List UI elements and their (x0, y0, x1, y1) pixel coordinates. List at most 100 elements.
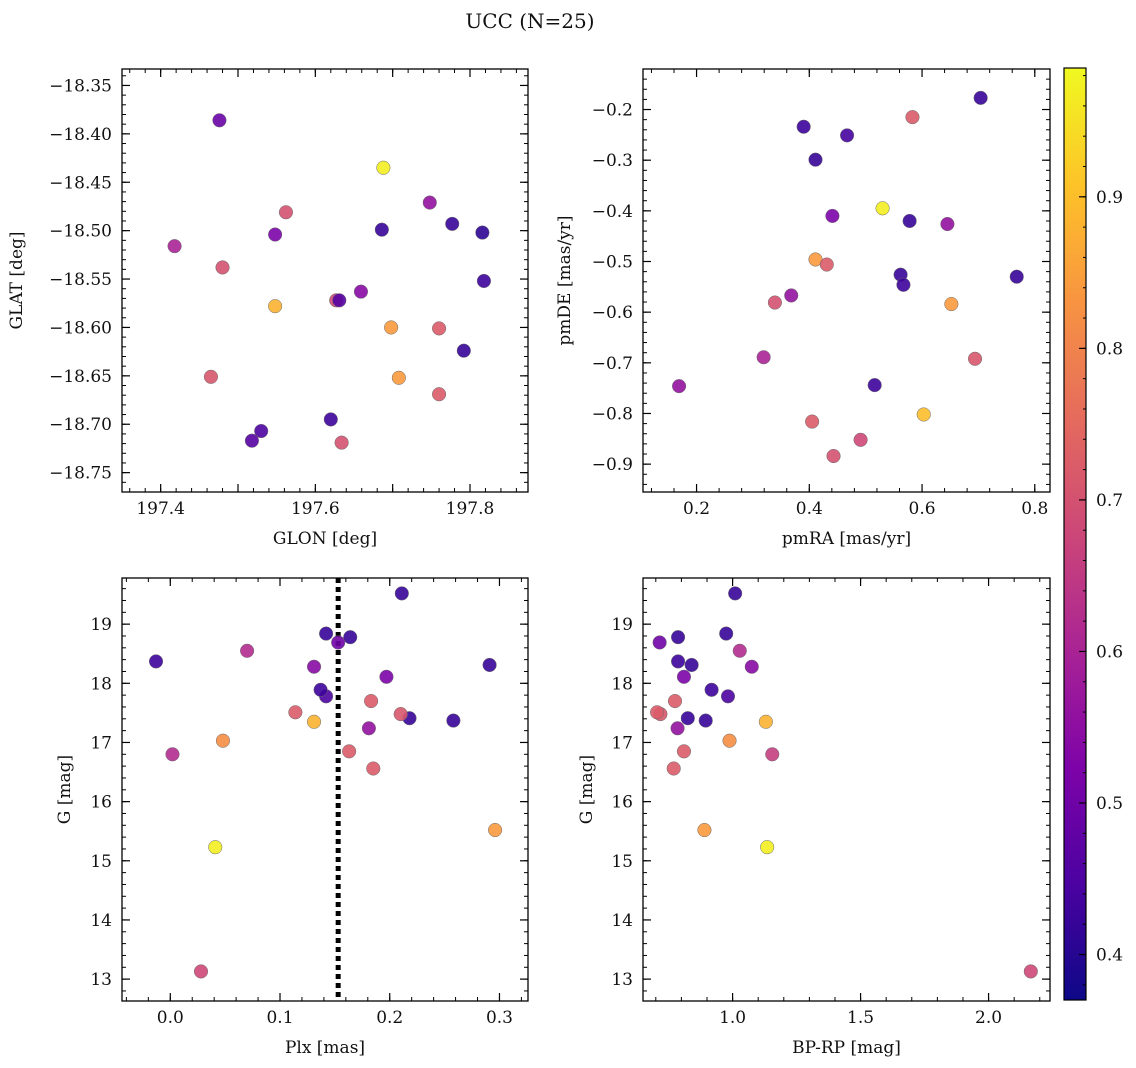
data-point (203, 369, 218, 384)
colorbar-tick-label: 0.9 (1096, 188, 1123, 208)
data-point (760, 840, 775, 855)
data-point (684, 657, 699, 673)
x-tick-label: 1.0 (719, 1008, 746, 1028)
data-point (670, 721, 685, 736)
x-tick-label: 0.4 (796, 499, 823, 519)
data-point (313, 682, 328, 697)
axes-frame (121, 577, 529, 1002)
scatter-panel-1: 197.4 197.6 197.8 −18.35 −18.40 −18.45 −18.50 −… (7, 68, 529, 549)
data-point (208, 840, 223, 855)
x-tick-label: 1.5 (847, 1008, 874, 1028)
data-point (940, 216, 955, 232)
data-point (805, 414, 820, 429)
data-point (288, 705, 303, 720)
data-point (432, 321, 447, 336)
y-tick-label: −0.5 (592, 253, 633, 273)
x-tick-label: 0.0 (157, 1008, 184, 1028)
data-point (650, 705, 665, 720)
y-tick-label: −18.60 (49, 318, 112, 338)
y-tick-label: −0.6 (592, 303, 633, 323)
data-point (374, 222, 389, 237)
data-point (826, 448, 841, 464)
colorbar-tick-label: 0.8 (1096, 339, 1123, 359)
data-point (719, 626, 734, 641)
data-point (342, 744, 357, 759)
data-point (902, 213, 917, 229)
y-tick-label: −18.70 (49, 415, 112, 435)
data-point (456, 343, 471, 358)
data-point (698, 713, 713, 728)
data-point (875, 201, 890, 216)
y-tick-label: 16 (90, 793, 112, 813)
data-point (697, 822, 712, 838)
data-point (331, 635, 346, 650)
x-tick-label: 2.0 (975, 1008, 1002, 1028)
y-axis-label: G [mag] (577, 755, 597, 824)
scatter-panel-2: 0.2 0.4 0.6 0.8 −0.2 −0.3 −0.4 −0.5 −0.6 −0.7 −0.8… (555, 68, 1051, 549)
data-point (193, 964, 209, 979)
y-tick-label: 13 (90, 970, 112, 990)
data-point (767, 295, 782, 310)
panels: 197.4 197.6 197.8 −18.35 −18.40 −18.45 −18.50 −… (7, 68, 1051, 1058)
data-point (446, 713, 461, 728)
x-tick-label: 197.4 (136, 499, 185, 519)
x-axis-label: Plx [mas] (285, 1038, 365, 1058)
x-axis-label: GLON [deg] (273, 529, 377, 549)
data-point (445, 216, 460, 231)
data-point (475, 225, 490, 240)
data-point (376, 160, 391, 175)
data-point (278, 205, 293, 220)
data-point (215, 260, 230, 275)
data-point (728, 586, 743, 601)
x-tick-label: 0.2 (376, 1008, 403, 1028)
y-tick-label: −0.3 (592, 151, 633, 171)
y-tick-label: −0.9 (592, 455, 633, 475)
data-point (853, 432, 868, 447)
y-axis-label: GLAT [deg] (7, 231, 27, 329)
data-point (722, 733, 737, 748)
x-tick-label: 0.1 (266, 1008, 293, 1028)
y-tick-label: 19 (611, 615, 633, 635)
x-tick-label: 0.2 (683, 499, 710, 519)
data-point (652, 635, 667, 650)
data-point (244, 433, 259, 448)
data-point (306, 659, 322, 674)
data-point (334, 435, 349, 450)
colorbar: 0.4 0.5 0.6 0.7 0.8 0.9 (1063, 67, 1123, 1001)
data-point (825, 208, 840, 223)
axes-frame (642, 577, 1051, 1002)
data-point (732, 643, 747, 658)
y-tick-label: 18 (611, 674, 633, 694)
y-tick-label: −0.7 (592, 354, 633, 374)
figure-title: UCC (N=25) (465, 9, 594, 33)
data-point (676, 669, 692, 684)
data-point (667, 694, 683, 709)
data-point (671, 630, 686, 645)
scatter-panel-4: 1.0 1.5 2.0 13 14 15 16 17 18 19 BP-RP [mag] G [mag… (577, 577, 1051, 1058)
data-point (353, 284, 369, 299)
data-point (148, 654, 164, 669)
data-point (394, 586, 409, 601)
data-point (819, 257, 834, 272)
data-point (432, 387, 447, 402)
y-tick-label: 14 (90, 911, 112, 931)
colorbar-tick-label: 0.4 (1096, 946, 1123, 966)
data-point (765, 747, 780, 762)
y-tick-label: −18.65 (49, 367, 112, 387)
data-point (268, 227, 283, 242)
x-tick-label: 197.8 (446, 499, 495, 519)
data-point (165, 747, 180, 762)
data-point (323, 412, 338, 427)
colorbar-gradient (1063, 67, 1087, 1001)
y-tick-label: 17 (611, 733, 633, 753)
y-tick-label: −0.4 (592, 202, 633, 222)
data-point (393, 707, 408, 722)
axes-frame (121, 68, 529, 493)
data-point (391, 370, 406, 385)
y-axis-label: G [mag] (55, 755, 75, 824)
data-point (896, 277, 911, 292)
data-point (704, 682, 719, 697)
y-tick-label: −18.40 (49, 125, 112, 145)
data-point (364, 694, 379, 709)
